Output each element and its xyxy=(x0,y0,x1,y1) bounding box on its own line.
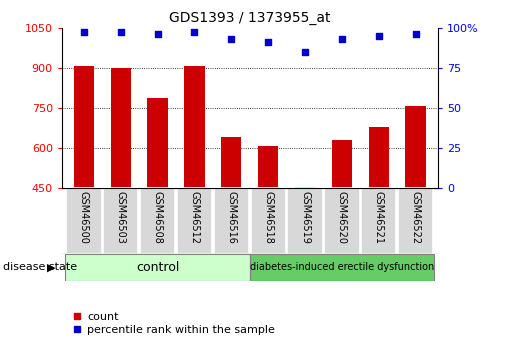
Bar xyxy=(184,66,204,188)
Point xyxy=(153,31,162,37)
Bar xyxy=(250,254,434,281)
Legend: count, percentile rank within the sample: count, percentile rank within the sample xyxy=(67,307,280,339)
Text: diabetes-induced erectile dysfunction: diabetes-induced erectile dysfunction xyxy=(250,263,434,272)
Bar xyxy=(221,137,242,188)
Text: ▶: ▶ xyxy=(47,263,56,272)
Bar xyxy=(111,68,131,188)
Point xyxy=(374,33,383,38)
Bar xyxy=(369,127,389,188)
Text: GSM46520: GSM46520 xyxy=(337,191,347,244)
Text: GSM46522: GSM46522 xyxy=(410,191,421,244)
Bar xyxy=(177,188,212,254)
Text: GSM46521: GSM46521 xyxy=(374,191,384,244)
Point xyxy=(411,31,420,37)
Text: GSM46519: GSM46519 xyxy=(300,191,310,244)
Text: GSM46512: GSM46512 xyxy=(190,191,199,244)
Bar xyxy=(398,188,433,254)
Bar xyxy=(74,66,94,188)
Bar xyxy=(147,98,168,188)
Text: GSM46508: GSM46508 xyxy=(152,191,163,244)
Bar xyxy=(361,188,397,254)
Point xyxy=(80,30,88,35)
Bar xyxy=(287,188,323,254)
Text: GSM46500: GSM46500 xyxy=(79,191,89,244)
Bar xyxy=(140,188,175,254)
Bar xyxy=(65,254,250,281)
Bar xyxy=(214,188,249,254)
Point xyxy=(301,49,309,55)
Point xyxy=(117,30,125,35)
Bar xyxy=(66,188,101,254)
Text: GSM46503: GSM46503 xyxy=(116,191,126,244)
Bar xyxy=(258,146,278,188)
Text: disease state: disease state xyxy=(3,263,77,272)
Bar xyxy=(405,107,426,188)
Text: GSM46518: GSM46518 xyxy=(263,191,273,244)
Bar xyxy=(295,187,315,188)
Bar xyxy=(324,188,359,254)
Bar xyxy=(103,188,139,254)
Point xyxy=(191,30,199,35)
Bar xyxy=(332,140,352,188)
Point xyxy=(264,39,272,45)
Title: GDS1393 / 1373955_at: GDS1393 / 1373955_at xyxy=(169,11,331,25)
Bar xyxy=(250,188,286,254)
Point xyxy=(338,36,346,42)
Text: GSM46516: GSM46516 xyxy=(227,191,236,244)
Text: control: control xyxy=(136,261,179,274)
Point xyxy=(227,36,235,42)
